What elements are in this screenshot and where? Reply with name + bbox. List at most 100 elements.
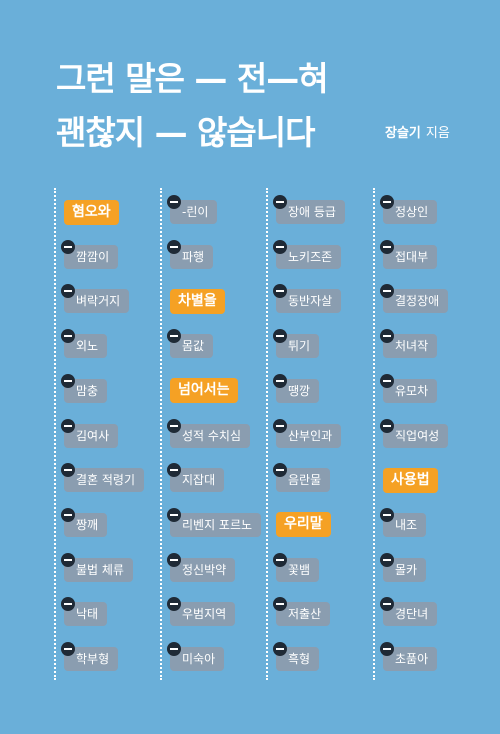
word-tag: 지잡대 [167, 463, 225, 493]
word-tag: 깜깜이 [61, 239, 119, 269]
word-text: 성적 수치심 [170, 423, 251, 448]
word-tag: 흑형 [273, 642, 320, 671]
minus-circle-icon [380, 373, 394, 388]
word-column-4: 정상인 접대부 결정장애 처녀작 유모차 직업여성 사용법 내조 몰카 경단녀 초품아 [373, 188, 473, 680]
category-label: 혐오와 [64, 199, 119, 225]
category-label: 넘어서는 [170, 378, 238, 404]
word-tag: 결정장애 [380, 284, 449, 314]
word-text: 우범지역 [170, 602, 236, 627]
word-column-1: 혐오와 깜깜이 벼락거지 외노 맘충 김여사 결혼 적령기 짱깨 불법 체류 낙태 학부형 [54, 188, 154, 680]
category-label: 사용법 [383, 467, 438, 493]
word-tag: 몰카 [380, 552, 427, 582]
minus-circle-icon [167, 642, 181, 656]
minus-circle-icon [273, 552, 287, 567]
word-tag: 튀기 [273, 329, 320, 359]
minus-circle-icon [61, 552, 75, 567]
minus-circle-icon [61, 642, 75, 656]
word-tag: 짱깨 [61, 507, 108, 537]
category-text: 넘어서는 [170, 378, 238, 404]
word-tag: 노키즈존 [273, 239, 342, 269]
minus-circle-icon [61, 284, 75, 299]
minus-circle-icon [273, 284, 287, 299]
word-text: 흑형 [276, 647, 320, 671]
minus-circle-icon [167, 195, 181, 209]
word-tag: 음란물 [273, 463, 331, 493]
word-text: 장애 등급 [276, 200, 345, 224]
minus-circle-icon [380, 329, 394, 344]
word-column-2: -린이 파행 차별을 몸값 넘어서는 성적 수치심 지잡대 리벤지 포르노 정신박약 우범지역 미숙… [160, 188, 262, 680]
minus-circle-icon [61, 597, 75, 612]
minus-circle-icon [61, 373, 75, 388]
word-tag: 벼락거지 [61, 284, 130, 314]
minus-circle-icon [380, 642, 394, 656]
word-tag: 성적 수치심 [167, 418, 251, 448]
word-tag: 몸값 [167, 329, 214, 359]
minus-circle-icon [273, 329, 287, 344]
minus-circle-icon [380, 239, 394, 254]
word-text: 벼락거지 [64, 289, 130, 314]
category-text: 혐오와 [64, 199, 119, 225]
word-text: 결정장애 [383, 289, 449, 314]
word-tag: 김여사 [61, 418, 119, 448]
minus-circle-icon [167, 597, 181, 612]
title-line-1: 그런 말은 — 전—혀 [56, 59, 329, 98]
minus-circle-icon [380, 195, 394, 209]
word-tag: 불법 체류 [61, 552, 133, 582]
minus-circle-icon [273, 642, 287, 656]
word-tag: 직업여성 [380, 418, 449, 448]
minus-circle-icon [273, 418, 287, 433]
minus-circle-icon [61, 418, 75, 433]
word-text: 리벤지 포르노 [170, 512, 262, 537]
word-text: 땡깡 [276, 378, 320, 403]
minus-circle-icon [61, 507, 75, 522]
author-credit: 장슬기 지음 [385, 122, 450, 141]
author-name: 장슬기 [385, 126, 421, 141]
word-tag: 접대부 [380, 239, 438, 269]
minus-circle-icon [380, 284, 394, 299]
minus-circle-icon [167, 329, 181, 344]
word-text: 산부인과 [276, 423, 342, 448]
word-tag: 맘충 [61, 373, 108, 403]
category-text: 우리말 [276, 512, 331, 538]
minus-circle-icon [167, 418, 181, 433]
minus-circle-icon [380, 552, 394, 567]
word-tag: 리벤지 포르노 [167, 507, 262, 537]
title-line-2: 괜찮지 — 않습니다 [56, 113, 315, 152]
word-tag: 유모차 [380, 373, 438, 403]
word-tag: 처녀작 [380, 329, 438, 359]
word-tag: 우범지역 [167, 597, 236, 627]
word-text: 동반자살 [276, 289, 342, 314]
minus-circle-icon [273, 463, 287, 478]
minus-circle-icon [273, 239, 287, 254]
word-tag: 파행 [167, 239, 214, 269]
minus-circle-icon [167, 463, 181, 478]
word-tag: 내조 [380, 507, 427, 537]
word-text: 음란물 [276, 468, 331, 493]
category-text: 차별을 [170, 288, 225, 314]
word-text: 처녀작 [383, 334, 438, 359]
minus-circle-icon [61, 463, 75, 478]
author-role: 지음 [425, 126, 450, 141]
word-text: 노키즈존 [276, 244, 342, 269]
word-tag: 저출산 [273, 597, 331, 627]
word-tag: 정신박약 [167, 552, 236, 582]
word-text: 맘충 [64, 378, 108, 403]
word-text: 접대부 [383, 244, 438, 269]
minus-circle-icon [61, 239, 75, 254]
minus-circle-icon [167, 552, 181, 567]
word-tag: 외노 [61, 329, 108, 359]
word-text: 유모차 [383, 378, 438, 403]
minus-circle-icon [167, 507, 181, 522]
category-text: 사용법 [383, 467, 438, 493]
word-tag: 결혼 적령기 [61, 463, 145, 493]
word-column-3: 장애 등급 노키즈존 동반자살 튀기 땡깡 산부인과 음란물 우리말 꽃뱀 저출산 흑형 [266, 188, 366, 680]
word-tag: 미숙아 [167, 642, 225, 671]
word-tag: 학부형 [61, 642, 119, 671]
word-text: 결혼 적령기 [64, 468, 145, 493]
category-label: 차별을 [170, 288, 225, 314]
word-text: 불법 체류 [64, 557, 133, 582]
word-text: 직업여성 [383, 423, 449, 448]
word-tag: 산부인과 [273, 418, 342, 448]
minus-circle-icon [380, 507, 394, 522]
word-tag: 정상인 [380, 195, 438, 224]
